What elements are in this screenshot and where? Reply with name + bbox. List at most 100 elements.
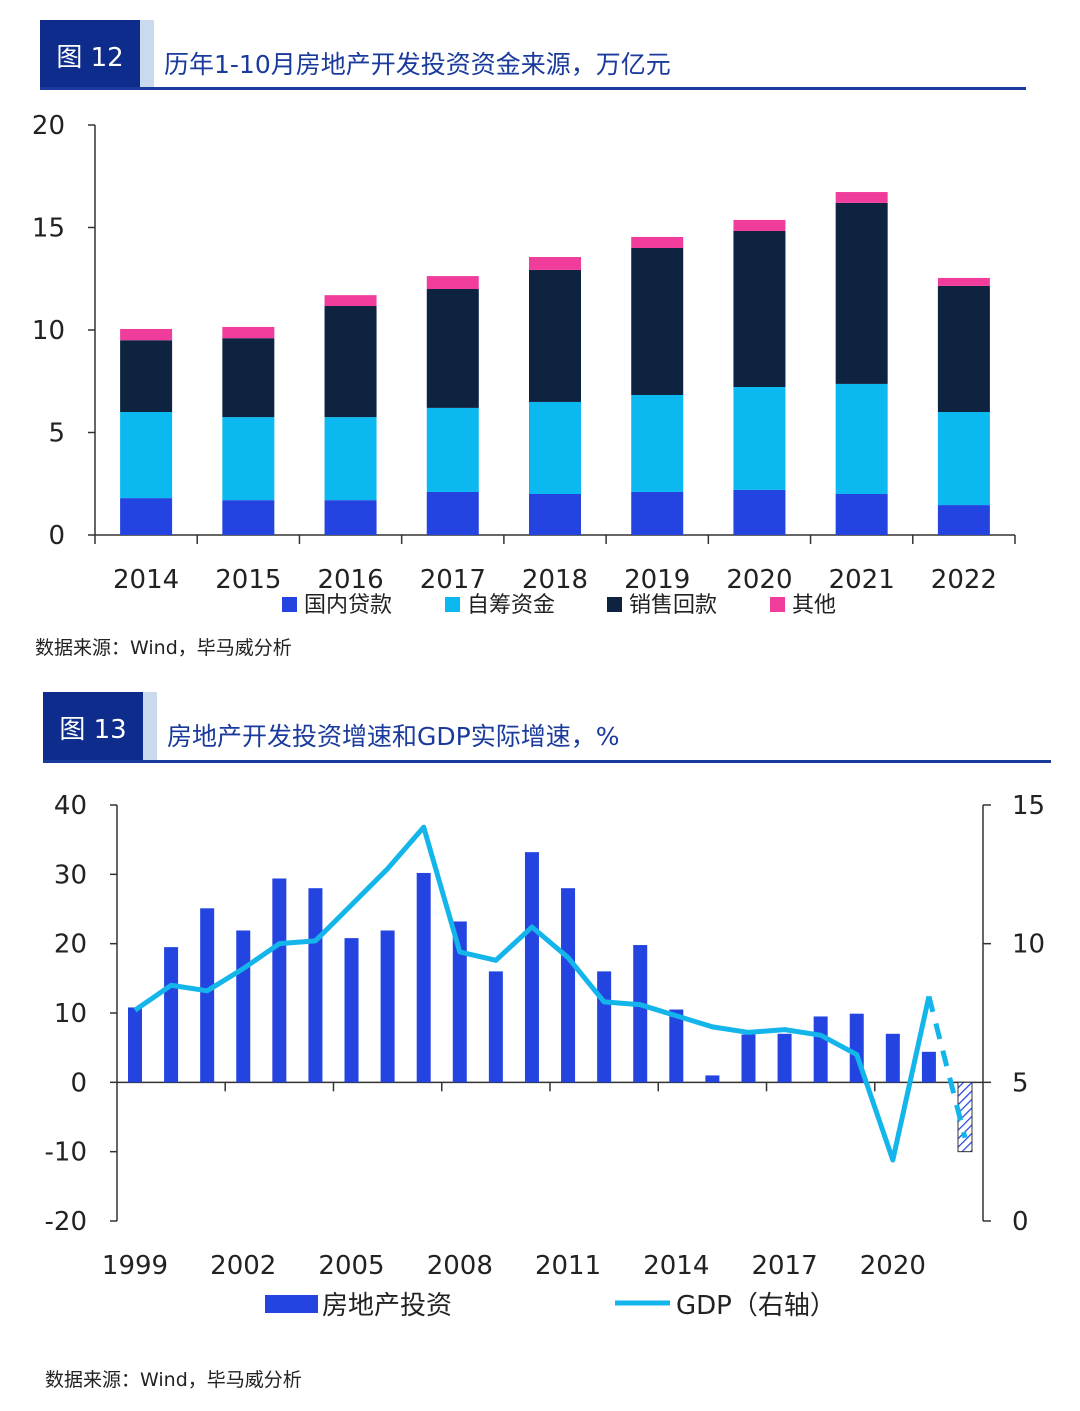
bar-国内贷款-2020 xyxy=(733,489,786,535)
bar-自筹资金-2021 xyxy=(835,383,888,494)
y-tick-label: 5 xyxy=(48,419,65,449)
bar-其他-2021 xyxy=(835,192,888,203)
legend-label: 国内贷款 xyxy=(304,593,392,618)
bar-2009 xyxy=(488,971,503,1083)
figure12-number: 图 12 xyxy=(40,20,140,90)
x-tick-label: 2008 xyxy=(427,1251,493,1281)
figure12-source: 数据来源：Wind，毕马威分析 xyxy=(35,637,292,659)
bar-2005 xyxy=(344,938,359,1083)
x-tick-label: 2011 xyxy=(535,1251,601,1281)
figure13-source: 数据来源：Wind，毕马威分析 xyxy=(45,1369,302,1391)
bar-其他-2018 xyxy=(529,257,581,270)
right-tick-label: 10 xyxy=(1012,930,1045,960)
bar-销售回款-2016 xyxy=(324,306,377,418)
left-tick-label: 0 xyxy=(70,1068,87,1098)
bar-国内贷款-2021 xyxy=(835,494,888,535)
bar-其他-2015 xyxy=(222,326,275,339)
bar-销售回款-2018 xyxy=(529,269,581,402)
bar-销售回款-2021 xyxy=(835,202,888,384)
bar-2013 xyxy=(633,945,648,1083)
figure13-rule xyxy=(43,760,1051,763)
x-tick-label: 2014 xyxy=(113,565,179,595)
bar-自筹资金-2015 xyxy=(222,417,275,501)
bar-国内贷款-2017 xyxy=(426,491,479,535)
left-tick-label: 30 xyxy=(54,860,87,890)
bar-2003 xyxy=(272,878,287,1083)
x-tick-label: 2005 xyxy=(318,1251,384,1281)
bar-其他-2019 xyxy=(631,236,684,248)
bar-2017 xyxy=(777,1033,792,1083)
bar-其他-2014 xyxy=(120,328,173,341)
bar-销售回款-2017 xyxy=(426,289,479,408)
legend-label: 房地产投资 xyxy=(322,1291,452,1321)
bar-2011 xyxy=(561,888,576,1083)
bar-其他-2020 xyxy=(733,219,786,231)
right-tick-label: 5 xyxy=(1012,1068,1029,1098)
right-tick-label: 15 xyxy=(1012,791,1045,821)
left-tick-label: 10 xyxy=(54,999,87,1029)
bar-2014 xyxy=(669,1009,684,1083)
legend-swatch xyxy=(445,597,460,612)
legend-swatch-investment xyxy=(265,1295,318,1313)
bar-2015 xyxy=(705,1075,720,1083)
x-tick-label: 2021 xyxy=(829,565,895,595)
x-tick-label: 2019 xyxy=(624,565,690,595)
bar-销售回款-2019 xyxy=(631,248,684,395)
bar-2002 xyxy=(236,930,251,1083)
bar-自筹资金-2019 xyxy=(631,394,684,492)
bar-2004 xyxy=(308,888,323,1083)
bar-国内贷款-2019 xyxy=(631,491,684,535)
bar-2020 xyxy=(885,1033,900,1083)
bar-2008 xyxy=(452,921,467,1083)
legend-swatch xyxy=(770,597,785,612)
bar-国内贷款-2016 xyxy=(324,500,377,535)
figure12-title: 历年1-10月房地产开发投资资金来源，万亿元 xyxy=(164,50,671,79)
bar-自筹资金-2020 xyxy=(733,386,786,490)
gdp-line xyxy=(133,824,932,1163)
figure13-number: 图 13 xyxy=(43,692,143,762)
bar-国内贷款-2018 xyxy=(529,494,581,535)
x-tick-label: 2002 xyxy=(210,1251,276,1281)
x-tick-label: 2020 xyxy=(726,565,792,595)
bar-自筹资金-2017 xyxy=(426,407,479,492)
x-tick-label: 2015 xyxy=(215,565,281,595)
bar-自筹资金-2018 xyxy=(529,401,581,494)
bar-国内贷款-2022 xyxy=(937,505,990,535)
left-tick-label: 40 xyxy=(54,791,87,821)
legend-swatch xyxy=(282,597,297,612)
left-tick-label: 20 xyxy=(54,930,87,960)
x-tick-label: 2018 xyxy=(522,565,588,595)
left-tick-label: -10 xyxy=(45,1138,87,1168)
bar-1999 xyxy=(128,1007,142,1083)
x-tick-label: 2014 xyxy=(643,1251,709,1281)
bar-其他-2017 xyxy=(426,276,479,289)
y-tick-label: 20 xyxy=(32,111,65,141)
bar-2010 xyxy=(524,852,539,1083)
bar-2001 xyxy=(200,908,215,1083)
bar-2006 xyxy=(380,930,395,1083)
bar-2016 xyxy=(741,1034,756,1083)
x-tick-label: 1999 xyxy=(102,1251,168,1281)
x-tick-label: 2022 xyxy=(931,565,997,595)
bar-销售回款-2022 xyxy=(937,285,990,412)
header-accent xyxy=(143,692,157,762)
x-tick-label: 2020 xyxy=(860,1251,926,1281)
figure12-header: 图 12 历年1-10月房地产开发投资资金来源，万亿元 xyxy=(40,20,671,90)
left-tick-label: -20 xyxy=(45,1207,87,1237)
bar-自筹资金-2022 xyxy=(937,412,990,506)
x-tick-label: 2017 xyxy=(420,565,486,595)
bar-国内贷款-2015 xyxy=(222,500,275,535)
x-tick-label: 2017 xyxy=(751,1251,817,1281)
y-tick-label: 0 xyxy=(48,521,65,551)
figure13-title: 房地产开发投资增速和GDP实际增速，% xyxy=(167,722,620,751)
figure13-header: 图 13 房地产开发投资增速和GDP实际增速，% xyxy=(43,692,619,762)
legend-label: GDP（右轴） xyxy=(676,1291,836,1321)
bar-2021 xyxy=(921,1051,936,1083)
bar-自筹资金-2014 xyxy=(120,412,173,499)
y-tick-label: 10 xyxy=(32,316,65,346)
bar-其他-2016 xyxy=(324,295,377,307)
bar-其他-2022 xyxy=(937,277,990,286)
legend-label: 自筹资金 xyxy=(467,593,555,618)
gdp-line-forecast xyxy=(926,995,968,1139)
